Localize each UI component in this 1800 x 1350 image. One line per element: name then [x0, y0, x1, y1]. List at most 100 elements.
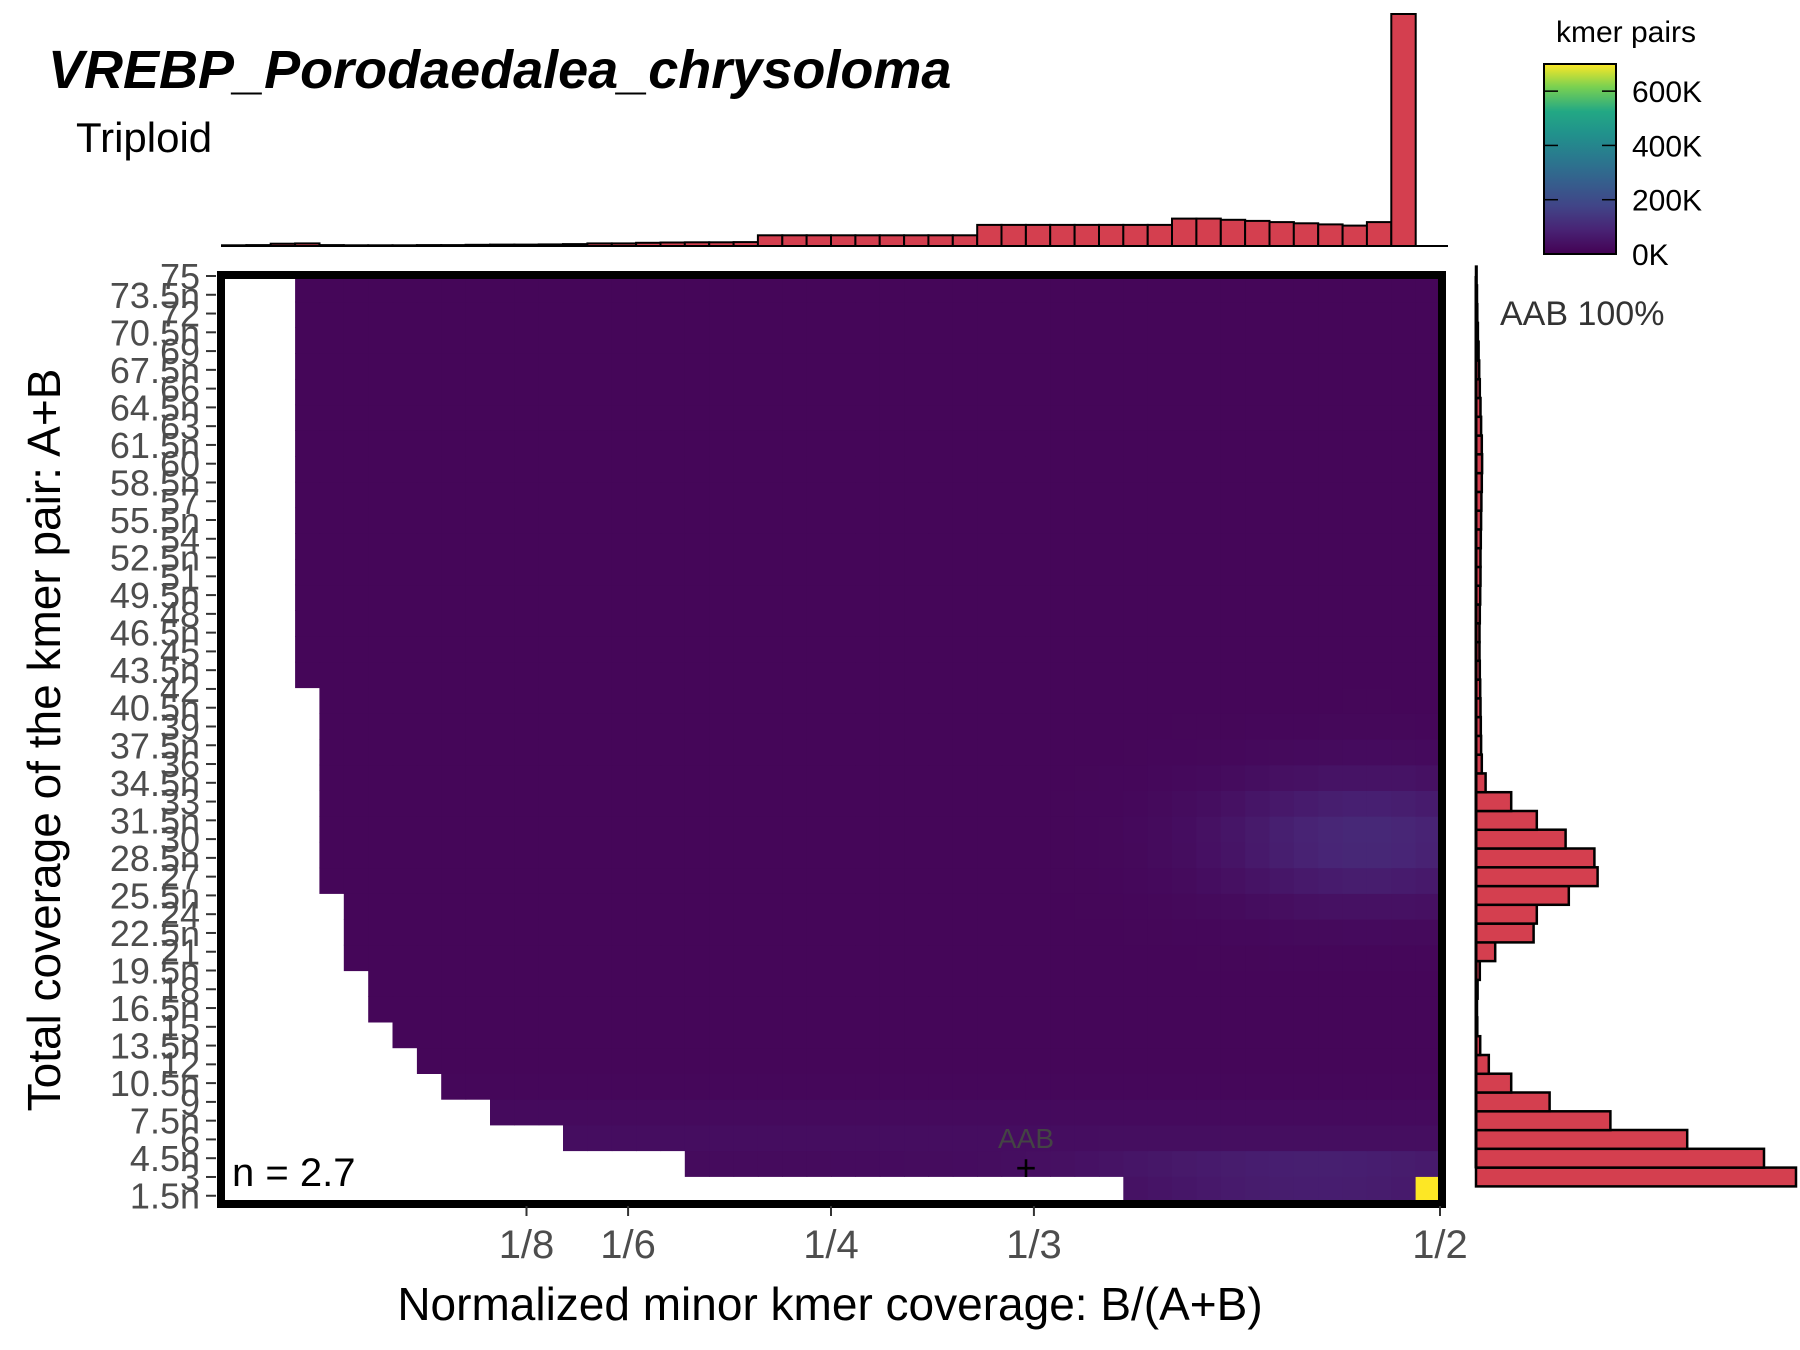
- heatmap-cell: [733, 816, 759, 843]
- heatmap-cell: [465, 456, 491, 483]
- heatmap-cell: [587, 713, 613, 740]
- heatmap-cell: [831, 867, 856, 894]
- heatmap-cell: [1391, 867, 1417, 894]
- heatmap-cell: [490, 893, 515, 920]
- heatmap-cell: [709, 481, 735, 509]
- heatmap-cell: [757, 327, 783, 354]
- heatmap-cell: [1196, 558, 1222, 586]
- heatmap-cell: [1147, 893, 1173, 920]
- heatmap-cell: [1366, 353, 1392, 380]
- heatmap-cell: [587, 764, 613, 791]
- heatmap-cell: [563, 301, 588, 328]
- heatmap-cell: [1025, 713, 1051, 740]
- heatmap-cell: [977, 996, 1003, 1023]
- top-hist-bar: [1390, 13, 1417, 247]
- heatmap-cell: [1147, 276, 1173, 303]
- heatmap-cell: [1172, 507, 1197, 534]
- y-tick-label-primary: 19.5n: [110, 951, 200, 992]
- heatmap-cell: [343, 327, 369, 354]
- heatmap-cell: [416, 584, 442, 611]
- heatmap-cell: [368, 739, 394, 766]
- heatmap-cell: [343, 893, 369, 920]
- heatmap-cell: [1050, 558, 1076, 586]
- heatmap-cell: [1050, 1124, 1076, 1152]
- heatmap-cell: [636, 944, 662, 972]
- heatmap-cell: [319, 404, 345, 431]
- heatmap-cell: [757, 404, 783, 431]
- heatmap-cell: [1245, 687, 1271, 714]
- heatmap-cell: [416, 1047, 442, 1074]
- heatmap-cell: [1245, 276, 1271, 303]
- heatmap-cell: [416, 378, 442, 406]
- top-hist-bar: [976, 223, 1003, 247]
- heatmap-cell: [441, 1073, 467, 1100]
- heatmap-cell: [343, 944, 369, 972]
- heatmap-cell: [1196, 1073, 1222, 1100]
- heatmap-cell: [611, 661, 637, 689]
- heatmap-cell: [368, 404, 394, 431]
- heatmap-cell: [1099, 1021, 1124, 1049]
- heatmap-cell: [952, 558, 978, 586]
- heatmap-cell: [1099, 867, 1124, 894]
- heatmap-cell: [441, 507, 467, 534]
- heatmap-cell: [636, 533, 662, 560]
- heatmap-cell: [1318, 944, 1344, 972]
- heatmap-cell: [1269, 739, 1295, 766]
- heatmap-cell: [952, 841, 978, 869]
- y-tick-label-secondary: 18: [160, 969, 200, 1010]
- heatmap-cell: [514, 584, 540, 611]
- heatmap-cell: [636, 1021, 662, 1049]
- heatmap-cell: [392, 713, 418, 740]
- heatmap-cell: [538, 687, 564, 714]
- heatmap-cell: [636, 584, 662, 611]
- heatmap-cell: [1025, 584, 1051, 611]
- heatmap-cell: [733, 301, 759, 328]
- heatmap-cell: [733, 1150, 759, 1177]
- heatmap-cell: [343, 558, 369, 586]
- heatmap-cell: [684, 301, 710, 328]
- heatmap-cell: [465, 893, 491, 920]
- heatmap-cell: [660, 919, 686, 946]
- heatmap-cell: [538, 584, 564, 611]
- heatmap-cell: [660, 584, 686, 611]
- heatmap-cell: [587, 790, 613, 817]
- heatmap-cell: [1050, 301, 1076, 328]
- y-tick-label-primary: 1.5n: [130, 1176, 200, 1217]
- heatmap-cell: [660, 533, 686, 560]
- heatmap-cell: [368, 378, 394, 406]
- heatmap-cell: [709, 867, 735, 894]
- heatmap-cell: [1342, 764, 1368, 791]
- heatmap-cell: [1074, 353, 1100, 380]
- heatmap-cell: [416, 996, 442, 1023]
- y-tick-label-primary: 10.5n: [110, 1063, 200, 1104]
- heatmap-cell: [1318, 893, 1344, 920]
- heatmap-cell: [1342, 1047, 1368, 1074]
- heatmap-cell: [977, 378, 1003, 406]
- heatmap-cell: [904, 996, 930, 1023]
- heatmap-cell: [514, 893, 540, 920]
- heatmap-cell: [1293, 276, 1319, 303]
- heatmap-cell: [416, 533, 442, 560]
- heatmap-cell: [1123, 1047, 1149, 1074]
- heatmap-cell: [904, 1047, 930, 1074]
- top-hist-bar: [1024, 223, 1052, 247]
- heatmap-cell: [1269, 481, 1295, 509]
- heatmap-cell: [1245, 481, 1271, 509]
- heatmap-cell: [465, 481, 491, 509]
- heatmap-cell: [733, 764, 759, 791]
- heatmap-cell: [709, 764, 735, 791]
- heatmap-cell: [879, 1021, 905, 1049]
- heatmap-cell: [977, 610, 1003, 637]
- heatmap-cell: [1245, 1073, 1271, 1100]
- heatmap-cell: [806, 378, 832, 406]
- heatmap-cell: [514, 841, 540, 869]
- heatmap-cell: [684, 893, 710, 920]
- heatmap-cell: [1318, 1176, 1344, 1202]
- y-tick-label-secondary: 33: [160, 782, 200, 823]
- heatmap-cell: [636, 353, 662, 380]
- heatmap-cell: [782, 507, 808, 534]
- heatmap-cell: [904, 790, 930, 817]
- heatmap-cell: [757, 970, 783, 997]
- heatmap-cell: [757, 584, 783, 611]
- heatmap-cell: [538, 301, 564, 328]
